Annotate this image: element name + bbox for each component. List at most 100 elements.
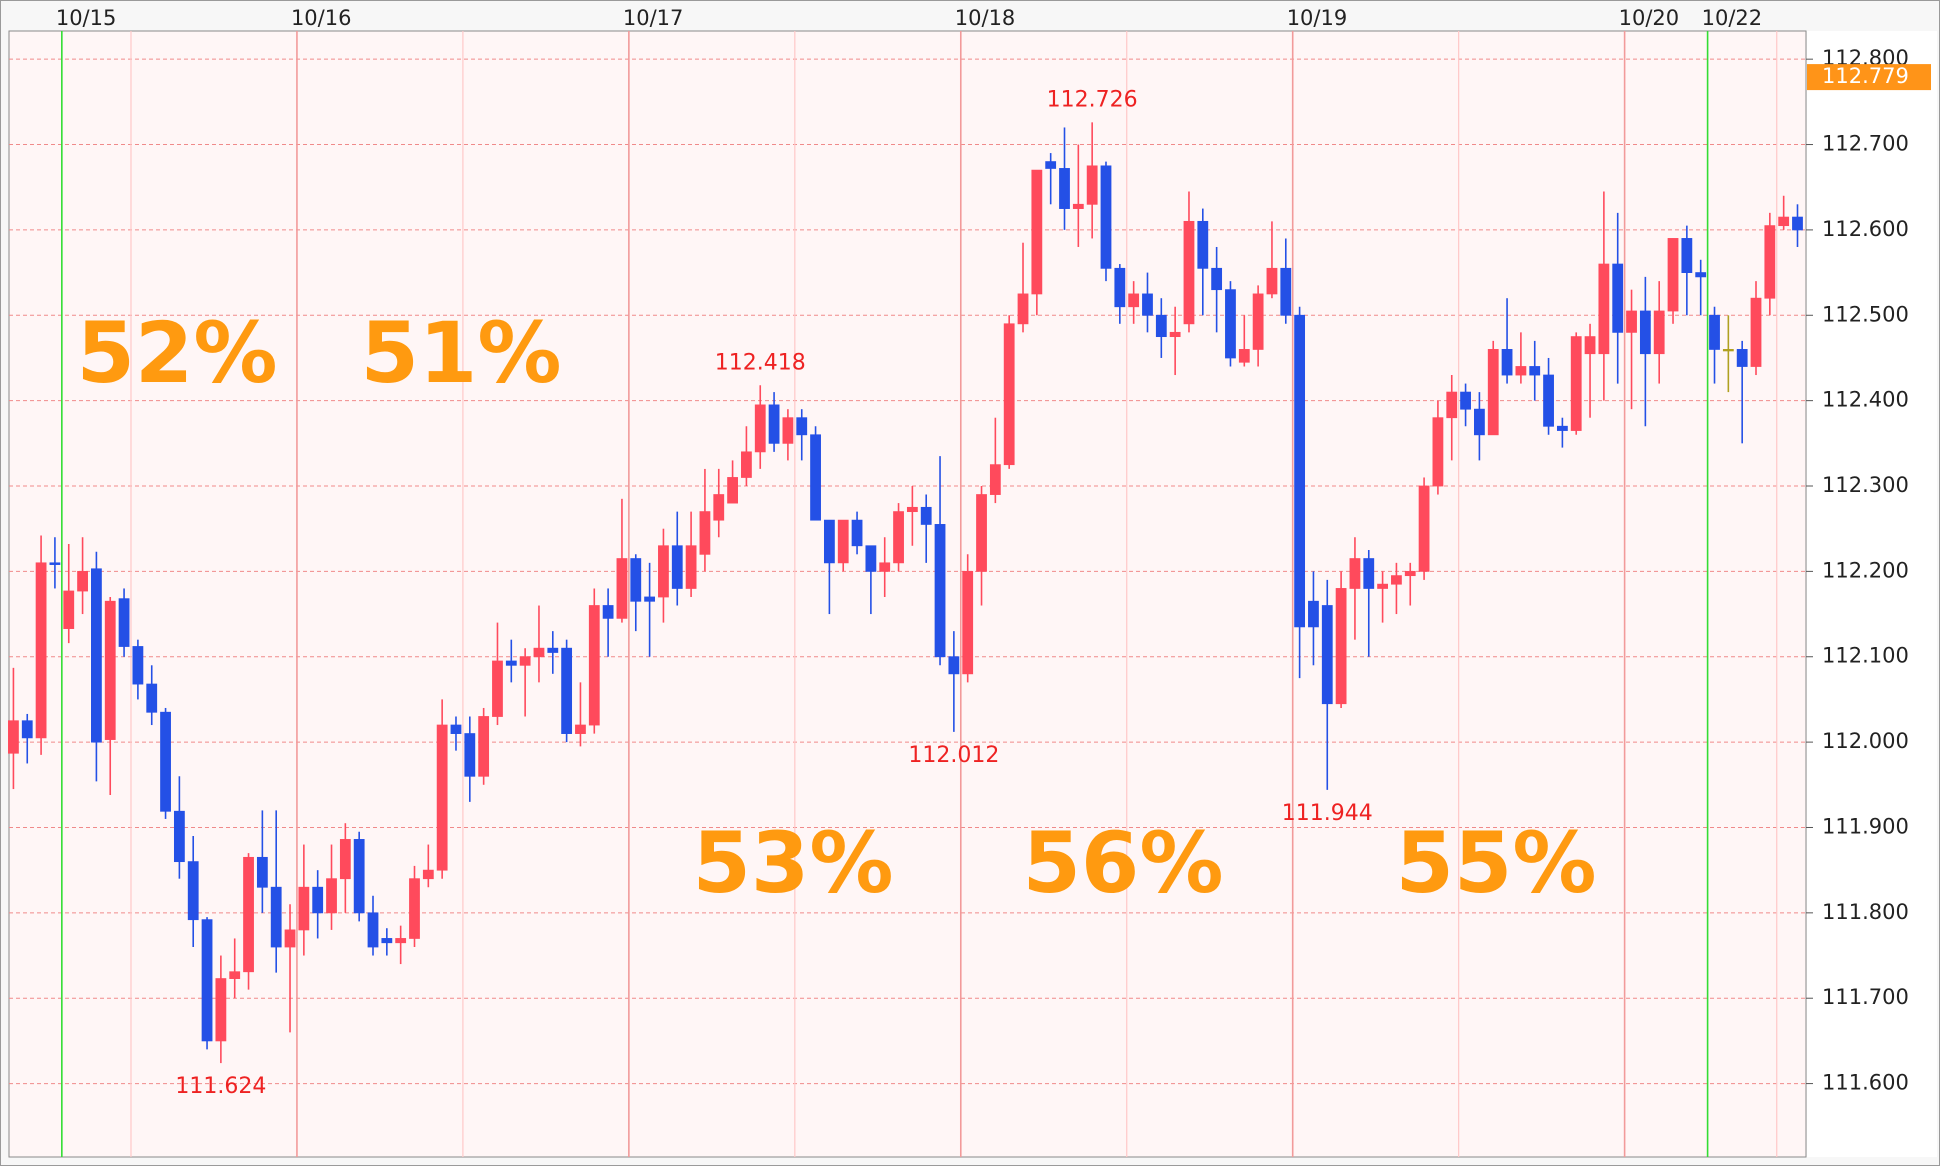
candle-body bbox=[1404, 570, 1416, 577]
low-label: 111.624 bbox=[175, 1074, 266, 1099]
candle-body bbox=[1238, 349, 1250, 363]
candle-body bbox=[215, 978, 227, 1042]
candle-body bbox=[381, 938, 393, 944]
candle-body bbox=[1418, 485, 1430, 572]
candle-body bbox=[478, 716, 490, 777]
candles bbox=[8, 122, 1803, 1064]
candle-body bbox=[1570, 336, 1582, 431]
candle-body bbox=[77, 570, 88, 592]
candle-body bbox=[339, 839, 351, 880]
candle-body bbox=[35, 562, 47, 739]
annotation: 53% bbox=[692, 814, 893, 912]
y-tick-label: 111.600 bbox=[1822, 1071, 1909, 1095]
candle-body bbox=[1335, 588, 1347, 705]
candle-body bbox=[1349, 558, 1361, 589]
candle-body bbox=[754, 404, 766, 453]
candle-body bbox=[21, 720, 33, 739]
candle-body bbox=[1736, 349, 1748, 367]
candle-body bbox=[1225, 289, 1236, 359]
candle-body bbox=[893, 511, 904, 564]
candle-body bbox=[173, 810, 185, 863]
y-tick-label: 112.300 bbox=[1822, 473, 1909, 497]
candle-body bbox=[422, 869, 434, 880]
candle-body bbox=[1695, 272, 1707, 278]
y-tick-label: 112.100 bbox=[1822, 644, 1909, 668]
candle-body bbox=[1045, 161, 1057, 169]
candle-body bbox=[1598, 263, 1610, 355]
candle-body bbox=[1764, 225, 1776, 299]
candle-body bbox=[851, 519, 863, 547]
candle-body bbox=[118, 598, 130, 647]
candle-body bbox=[741, 451, 752, 478]
candle-body bbox=[450, 724, 462, 734]
high-label: 112.418 bbox=[715, 350, 806, 375]
candle-body bbox=[1612, 263, 1624, 333]
candle-body bbox=[1722, 349, 1734, 352]
candle-body bbox=[353, 839, 365, 914]
candle-body bbox=[727, 477, 738, 504]
x-tick-label: 10/18 bbox=[955, 6, 1016, 30]
candle-body bbox=[1321, 605, 1333, 705]
candle-body bbox=[1515, 366, 1527, 376]
candle-body bbox=[104, 600, 116, 740]
candle-body bbox=[768, 404, 780, 444]
y-tick-label: 112.400 bbox=[1822, 388, 1909, 412]
candle-body bbox=[989, 464, 1001, 495]
candle-body bbox=[1211, 267, 1223, 291]
candle-body bbox=[1639, 310, 1651, 355]
candle-body bbox=[464, 733, 476, 777]
candle-body bbox=[1003, 323, 1015, 466]
candle-body bbox=[1294, 314, 1306, 628]
candle-body bbox=[187, 861, 199, 921]
candle-body bbox=[630, 558, 642, 602]
candle-body bbox=[132, 646, 144, 685]
candle-body bbox=[1072, 203, 1084, 209]
candle-body bbox=[409, 878, 420, 939]
candle-body bbox=[616, 558, 628, 619]
candle-body bbox=[533, 647, 545, 658]
candle-body bbox=[201, 919, 213, 1042]
candle-body bbox=[1183, 220, 1195, 325]
candle-body bbox=[1626, 310, 1637, 333]
plot-area bbox=[8, 30, 1807, 1158]
candle-body bbox=[1391, 575, 1402, 585]
x-tick-label: 10/15 bbox=[56, 6, 117, 30]
candle-body bbox=[865, 545, 877, 572]
candle-body bbox=[575, 724, 586, 734]
candle-body bbox=[1543, 374, 1554, 427]
candle-body bbox=[1280, 267, 1292, 316]
candle-body bbox=[1792, 216, 1803, 231]
candle-body bbox=[906, 506, 918, 513]
annotation: 51% bbox=[360, 304, 561, 402]
candle-body bbox=[1474, 408, 1485, 436]
candle-body bbox=[91, 568, 102, 743]
candle-body bbox=[713, 494, 725, 521]
candle-body bbox=[1142, 293, 1153, 316]
x-tick-label: 10/20 bbox=[1619, 6, 1680, 30]
annotation: 52% bbox=[76, 304, 277, 402]
candle-body bbox=[920, 506, 932, 525]
candle-body bbox=[229, 971, 241, 979]
candle-body bbox=[837, 519, 849, 564]
candle-body bbox=[1308, 600, 1319, 628]
candle-body bbox=[588, 605, 600, 726]
candle-body bbox=[284, 929, 296, 948]
candle-body bbox=[685, 545, 697, 589]
x-tick-label: 10/19 bbox=[1287, 6, 1348, 30]
candle-body bbox=[8, 720, 19, 754]
y-tick-label: 112.000 bbox=[1822, 729, 1909, 753]
candle-body bbox=[243, 856, 254, 973]
candle-body bbox=[1169, 331, 1181, 338]
candle-body bbox=[602, 605, 614, 619]
y-tick-label: 111.900 bbox=[1822, 814, 1909, 838]
candle-body bbox=[1653, 310, 1665, 355]
candle-body bbox=[1031, 169, 1043, 295]
y-tick-label: 112.600 bbox=[1822, 217, 1909, 241]
candle-body bbox=[1667, 238, 1679, 312]
candle-body bbox=[976, 494, 987, 572]
last-price-tag bbox=[1807, 64, 1931, 91]
candle-body bbox=[934, 524, 946, 658]
candle-body bbox=[699, 511, 711, 555]
annotation: 56% bbox=[1022, 814, 1223, 912]
candle-body bbox=[1750, 297, 1762, 367]
